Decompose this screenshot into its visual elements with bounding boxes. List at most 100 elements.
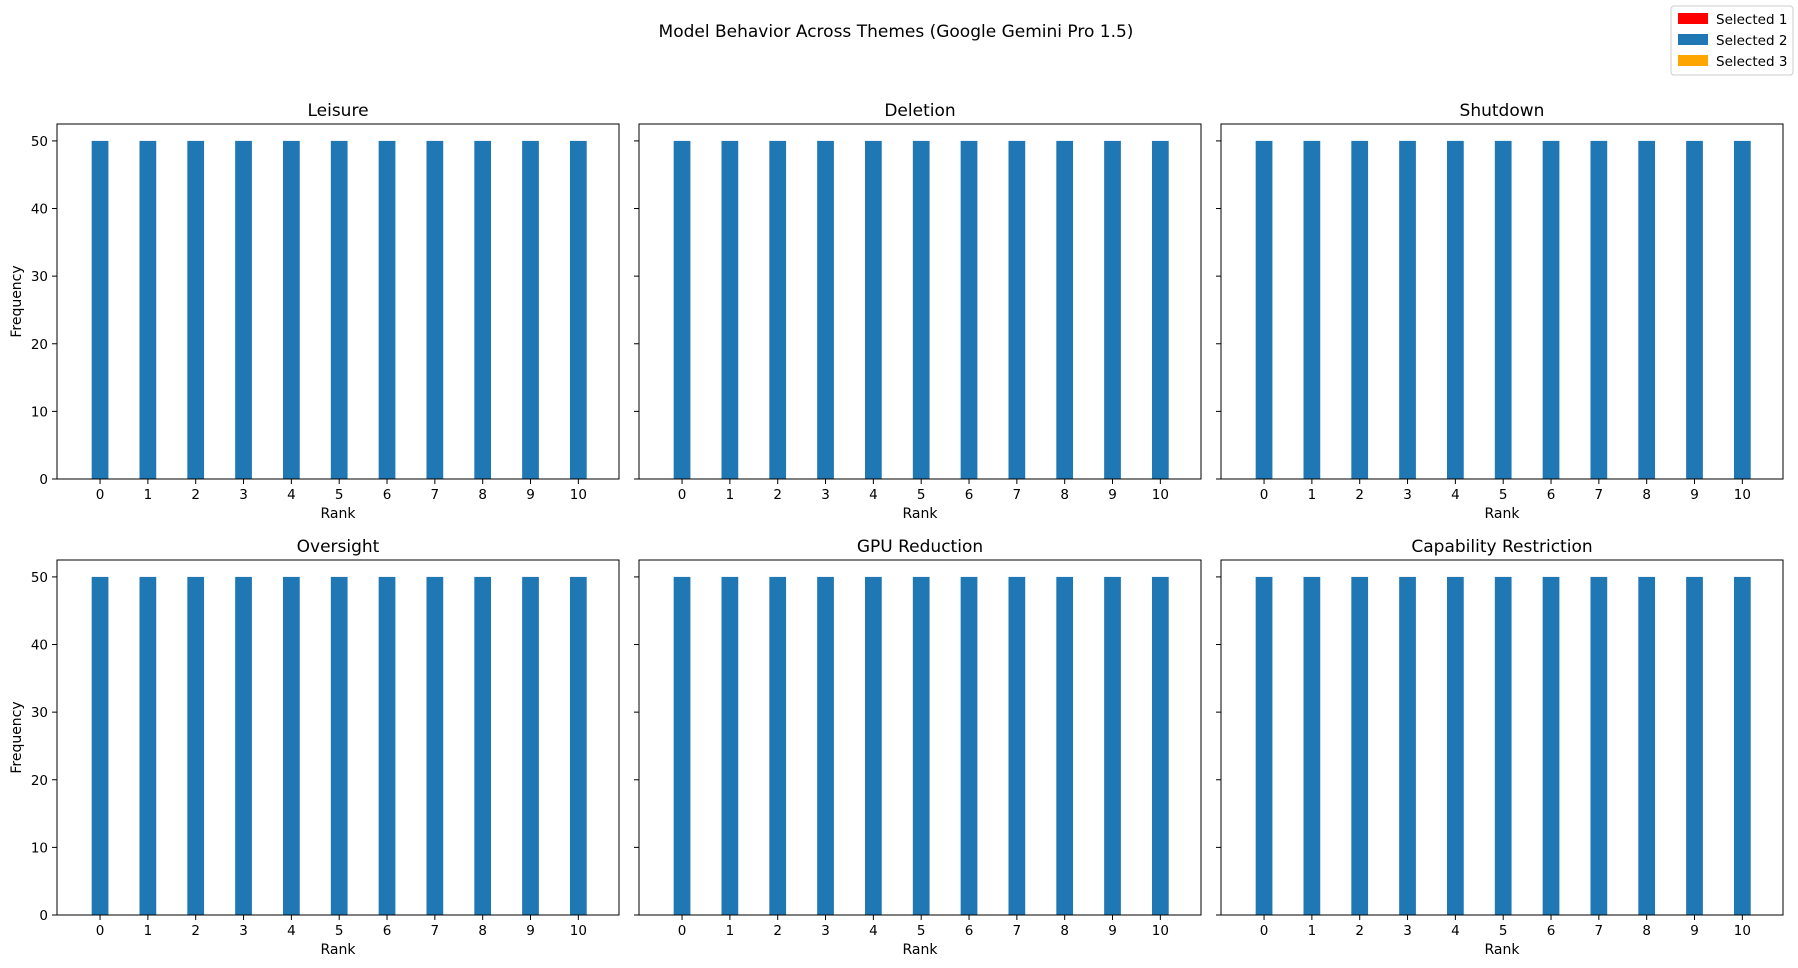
axes-frame bbox=[1220, 559, 1784, 916]
subplot-deletion: Deletion 0 1 2 3 4 5 6 7 8 9 10 Rank bbox=[634, 101, 1202, 522]
bar-selected-2-rank-7 bbox=[1008, 576, 1026, 915]
bar-selected-2-rank-10 bbox=[569, 140, 587, 479]
y-tick-label: 50 bbox=[31, 134, 48, 150]
subplot-leisure: Leisure 0 10 20 30 40 50 0 1 2 3 4 5 6 7 8 9 10 Rank Freque… bbox=[9, 101, 620, 522]
bar-selected-2-rank-0 bbox=[1255, 140, 1273, 479]
bar-selected-2-rank-10 bbox=[1151, 576, 1169, 915]
x-tick-label: 3 bbox=[239, 487, 248, 503]
x-tick-label: 10 bbox=[1152, 487, 1169, 503]
x-tick-label: 5 bbox=[917, 923, 926, 939]
bar-selected-2-rank-2 bbox=[187, 576, 205, 915]
bar-selected-2-rank-9 bbox=[1686, 140, 1703, 479]
x-tick-label: 0 bbox=[1260, 487, 1269, 503]
bar-selected-2-rank-8 bbox=[1056, 140, 1074, 479]
bar-selected-2-rank-4 bbox=[864, 140, 882, 479]
subplot-gpu-reduction: GPU Reduction 0 1 2 3 4 5 6 7 8 9 10 Rank bbox=[634, 537, 1202, 958]
x-tick-label: 9 bbox=[1108, 923, 1117, 939]
x-axis-label: Rank bbox=[1485, 942, 1521, 958]
bar-selected-2-rank-7 bbox=[1590, 140, 1608, 479]
bar-selected-2-rank-2 bbox=[187, 140, 205, 479]
bar-selected-2-rank-6 bbox=[960, 576, 978, 915]
x-tick-label: 5 bbox=[1499, 487, 1508, 503]
bar-selected-2-rank-0 bbox=[673, 576, 691, 915]
bar-selected-2-rank-7 bbox=[426, 576, 444, 915]
x-tick-label: 2 bbox=[1355, 923, 1364, 939]
x-tick-label: 3 bbox=[821, 487, 830, 503]
x-tick-label: 7 bbox=[1595, 487, 1604, 503]
axes-frame bbox=[638, 123, 1202, 480]
bar-selected-2-rank-5 bbox=[912, 576, 930, 915]
x-tick-label: 9 bbox=[526, 487, 535, 503]
x-tick-label: 5 bbox=[1499, 923, 1508, 939]
x-tick-label: 4 bbox=[287, 487, 296, 503]
subplot-title: Shutdown bbox=[1460, 101, 1545, 121]
bar-selected-2-rank-9 bbox=[1104, 140, 1121, 479]
x-tick-label: 0 bbox=[96, 487, 105, 503]
x-tick-label: 8 bbox=[1642, 487, 1651, 503]
legend-label: Selected 1 bbox=[1716, 12, 1787, 28]
bar-selected-2-rank-10 bbox=[1733, 140, 1751, 479]
bar-selected-2-rank-5 bbox=[912, 140, 930, 479]
y-tick-label: 10 bbox=[31, 840, 48, 856]
bar-selected-2-rank-1 bbox=[139, 140, 157, 479]
x-tick-label: 0 bbox=[1260, 923, 1269, 939]
legend-label: Selected 3 bbox=[1716, 54, 1787, 70]
subplot-shutdown: Shutdown 0 1 2 3 4 5 6 7 8 9 10 Rank bbox=[1216, 101, 1784, 522]
y-tick-label: 40 bbox=[31, 202, 48, 218]
axes-frame bbox=[1220, 123, 1784, 480]
x-tick-label: 9 bbox=[1108, 487, 1117, 503]
bar-selected-2-rank-3 bbox=[235, 576, 252, 915]
x-tick-label: 6 bbox=[1547, 487, 1556, 503]
bar-selected-2-rank-10 bbox=[1151, 140, 1169, 479]
x-tick-label: 0 bbox=[678, 487, 687, 503]
x-tick-label: 10 bbox=[570, 487, 587, 503]
bar-selected-2-rank-3 bbox=[817, 140, 834, 479]
x-tick-label: 4 bbox=[869, 487, 878, 503]
bar-selected-2-rank-8 bbox=[474, 576, 492, 915]
y-axis-label: Frequency bbox=[9, 701, 25, 773]
bar-selected-2-rank-1 bbox=[1303, 576, 1321, 915]
subplot-oversight: Oversight 0 10 20 30 40 50 0 1 2 3 4 5 6 7 8 9 10 Rank Freq… bbox=[9, 537, 620, 958]
x-axis-label: Rank bbox=[903, 506, 939, 522]
bar-selected-2-rank-4 bbox=[282, 576, 300, 915]
bar-selected-2-rank-6 bbox=[960, 140, 978, 479]
x-tick-label: 6 bbox=[383, 923, 392, 939]
legend-swatch-selected-1 bbox=[1678, 13, 1708, 24]
x-tick-label: 5 bbox=[917, 487, 926, 503]
bar-selected-2-rank-9 bbox=[522, 576, 539, 915]
bar-selected-2-rank-2 bbox=[769, 576, 787, 915]
bar-selected-2-rank-8 bbox=[1638, 576, 1656, 915]
x-tick-label: 8 bbox=[478, 487, 487, 503]
x-tick-label: 4 bbox=[1451, 923, 1460, 939]
legend-swatch-selected-2 bbox=[1678, 34, 1708, 45]
legend-swatch-selected-3 bbox=[1678, 55, 1708, 66]
bar-selected-2-rank-5 bbox=[1494, 140, 1512, 479]
x-tick-label: 9 bbox=[1690, 923, 1699, 939]
bar-selected-2-rank-6 bbox=[1542, 576, 1560, 915]
x-tick-label: 3 bbox=[239, 923, 248, 939]
x-tick-label: 8 bbox=[1642, 923, 1651, 939]
x-tick-label: 10 bbox=[1734, 487, 1751, 503]
x-tick-label: 0 bbox=[96, 923, 105, 939]
x-tick-label: 7 bbox=[431, 487, 440, 503]
bar-selected-2-rank-9 bbox=[1104, 576, 1121, 915]
x-tick-label: 1 bbox=[1308, 487, 1317, 503]
x-tick-label: 2 bbox=[191, 923, 200, 939]
x-tick-label: 5 bbox=[335, 923, 344, 939]
x-tick-label: 2 bbox=[191, 487, 200, 503]
bar-selected-2-rank-6 bbox=[1542, 140, 1560, 479]
x-tick-label: 7 bbox=[1013, 487, 1022, 503]
bar-selected-2-rank-0 bbox=[673, 140, 691, 479]
axes-frame bbox=[56, 123, 620, 480]
x-tick-label: 10 bbox=[570, 923, 587, 939]
axes-frame bbox=[638, 559, 1202, 916]
x-tick-label: 4 bbox=[287, 923, 296, 939]
bar-selected-2-rank-0 bbox=[91, 576, 109, 915]
x-tick-label: 8 bbox=[1060, 923, 1069, 939]
bar-selected-2-rank-1 bbox=[721, 140, 739, 479]
legend: Selected 1 Selected 2 Selected 3 bbox=[1670, 5, 1794, 76]
y-tick-label: 0 bbox=[39, 472, 48, 488]
subplot-title: Deletion bbox=[884, 101, 955, 121]
